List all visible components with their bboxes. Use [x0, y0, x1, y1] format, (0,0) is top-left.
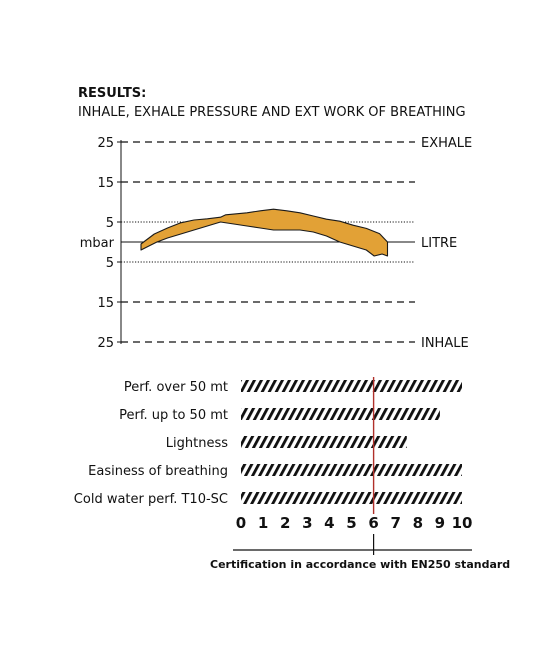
pressure-chart: 25 15 5 5 15 25 mbar EXHALE LITRE INHALE	[80, 136, 472, 351]
x-tick-label: 10	[452, 514, 473, 532]
breathing-loop-area	[140, 208, 389, 257]
rating-label: Perf. over 50 mt	[124, 380, 228, 395]
y-tick-label: 25	[97, 336, 114, 351]
x-tick-label: 4	[324, 514, 334, 532]
chart-subtitle: INHALE, EXHALE PRESSURE AND EXT WORK OF …	[78, 105, 466, 120]
x-tick-label: 9	[435, 514, 445, 532]
rating-bar	[241, 436, 407, 448]
results-heading: RESULTS:	[78, 86, 147, 101]
certification-note: Certification in accordance with EN250 s…	[210, 558, 511, 571]
y-tick-label: 15	[97, 296, 114, 311]
exhale-label: EXHALE	[421, 136, 472, 151]
x-tick-label: 8	[413, 514, 423, 532]
ratings-chart: Perf. over 50 mt Perf. up to 50 mt Lightne…	[74, 377, 473, 555]
y-axis-label: mbar	[80, 236, 115, 251]
rating-bar	[241, 408, 440, 420]
x-tick-label: 1	[258, 514, 268, 532]
x-tick-label: 3	[302, 514, 312, 532]
x-tick-label: 2	[280, 514, 290, 532]
rating-label: Perf. up to 50 mt	[119, 408, 228, 423]
litre-label: LITRE	[421, 236, 457, 251]
inhale-label: INHALE	[421, 336, 469, 351]
x-tick-label: 5	[346, 514, 356, 532]
marker-tick-label: 6	[368, 514, 378, 532]
y-tick-label: 5	[106, 216, 114, 231]
x-tick-label: 0	[236, 514, 246, 532]
rating-bar	[241, 492, 462, 504]
rating-label: Cold water perf. T10-SC	[74, 492, 228, 507]
rating-bar	[241, 380, 462, 392]
y-tick-label: 15	[97, 176, 114, 191]
rating-bar	[241, 464, 462, 476]
x-tick-label: 7	[390, 514, 400, 532]
rating-label: Lightness	[166, 436, 228, 451]
y-tick-label: 25	[97, 136, 114, 151]
y-tick-label: 5	[106, 256, 114, 271]
rating-label: Easiness of breathing	[88, 464, 228, 479]
